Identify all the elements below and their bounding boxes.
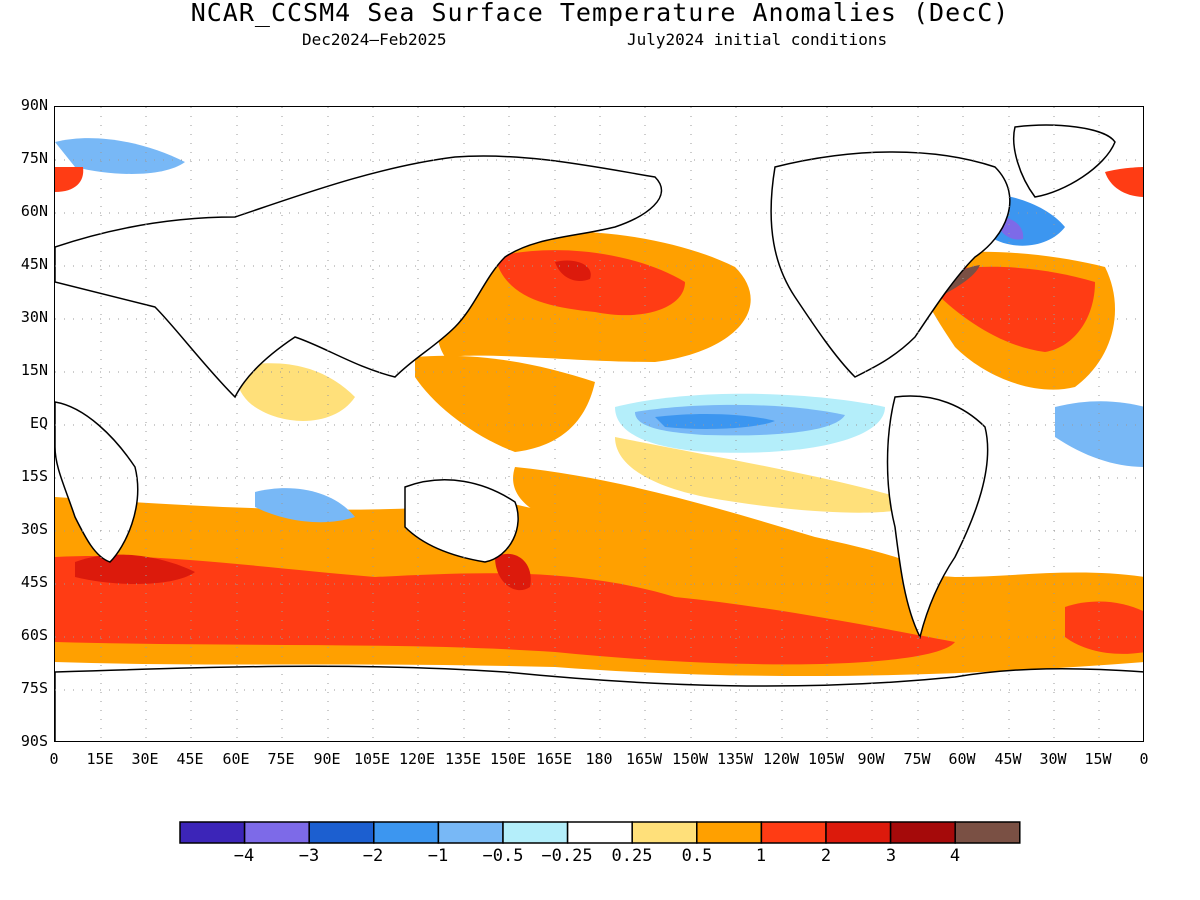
lon-label-135w: 135W (716, 750, 754, 768)
lon-label-75e: 75E (267, 750, 295, 768)
lon-label-180: 180 (585, 750, 613, 768)
south-pacific-warm (513, 467, 935, 577)
eurasia-outline (55, 155, 663, 399)
lon-label-15e: 15E (86, 750, 114, 768)
north-america-outline (770, 151, 1011, 378)
west-pacific-warm (415, 355, 595, 452)
legend-swatch (437, 821, 504, 844)
lon-label-45w: 45W (994, 750, 1022, 768)
coastlines (55, 124, 1143, 741)
sst-anomaly-field (55, 107, 1143, 741)
chart-title: NCAR_CCSM4 Sea Surface Temperature Anoma… (190, 0, 1010, 27)
lon-label-90w: 90W (857, 750, 885, 768)
lat-label-90n: 90N (20, 96, 48, 114)
legend-label: −2 (362, 846, 384, 866)
sst-anomaly-map (54, 106, 1144, 742)
initial-conditions: July2024 initial conditions (627, 30, 888, 49)
lat-label-60s: 60S (20, 626, 48, 644)
indian-ocean-yellow (235, 363, 355, 421)
lon-label-0: 0 (49, 750, 59, 768)
lon-label-165e: 165E (535, 750, 573, 768)
lat-label-60n: 60N (20, 202, 48, 220)
legend-swatch (889, 821, 956, 844)
legend-label: −3 (298, 846, 320, 866)
lat-label-15s: 15S (20, 467, 48, 485)
forecast-period: Dec2024–Feb2025 (302, 30, 447, 49)
lat-label-45n: 45N (20, 255, 48, 273)
legend-bar (179, 821, 1021, 844)
legend-label: 0.5 (681, 846, 713, 866)
legend-label: 1 (755, 846, 767, 866)
legend-label: 3 (885, 846, 897, 866)
greenland-outline (1013, 124, 1116, 198)
indian-ocean-cool (255, 488, 355, 523)
arctic-warm-left (55, 167, 84, 192)
arctic-warm-right (1105, 167, 1143, 197)
legend-swatch (696, 821, 763, 844)
lon-label-30w: 30W (1039, 750, 1067, 768)
legend-swatch (179, 821, 246, 844)
lat-label-90s: 90S (20, 732, 48, 750)
legend-swatch (308, 821, 375, 844)
lat-label-75s: 75S (20, 679, 48, 697)
lat-label-15n: 15N (20, 361, 48, 379)
lon-label-0-east: 0 (1139, 750, 1149, 768)
lat-label-30s: 30S (20, 520, 48, 538)
legend-label: 4 (949, 846, 961, 866)
antarctica-outline (55, 665, 1143, 741)
lon-label-105e: 105E (353, 750, 391, 768)
legend-swatch (954, 821, 1021, 844)
kuroshio-strong-warm (495, 250, 685, 316)
legend-swatch (243, 821, 310, 844)
lon-label-90e: 90E (313, 750, 341, 768)
australia-outline (404, 479, 519, 563)
legend-label: 0.25 (611, 846, 653, 866)
lon-label-60w: 60W (948, 750, 976, 768)
lon-label-45e: 45E (176, 750, 204, 768)
tasman-dark-warm (495, 553, 531, 591)
tropical-atlantic-cool (1055, 401, 1143, 467)
barents-cool (55, 138, 185, 174)
lon-label-105w: 105W (807, 750, 845, 768)
lat-label-eq: EQ (29, 414, 48, 432)
lon-label-75w: 75W (903, 750, 931, 768)
lon-label-60e: 60E (222, 750, 250, 768)
legend-label: 2 (820, 846, 832, 866)
south-atlantic-warm (1065, 601, 1143, 654)
indian-ocean-dark-warm (75, 554, 195, 584)
lat-label-45s: 45S (20, 573, 48, 591)
lon-label-15w: 15W (1084, 750, 1112, 768)
lon-label-120w: 120W (762, 750, 800, 768)
lon-label-30e: 30E (131, 750, 159, 768)
legend-label: −1 (427, 846, 449, 866)
color-legend (179, 821, 1021, 845)
legend-swatch (373, 821, 440, 844)
south-america-outline (886, 395, 989, 640)
lon-label-135e: 135E (444, 750, 482, 768)
lat-label-30n: 30N (20, 308, 48, 326)
legend-label: −0.25 (541, 846, 593, 866)
south-pacific-yellow (615, 437, 915, 513)
legend-swatch (631, 821, 698, 844)
legend-swatch (502, 821, 569, 844)
lon-label-165w: 165W (625, 750, 663, 768)
legend-swatch (566, 821, 633, 844)
north-atlantic-strong-warm (935, 266, 1095, 352)
legend-swatch (760, 821, 827, 844)
legend-swatch (825, 821, 892, 844)
lon-label-150w: 150W (671, 750, 709, 768)
lon-label-150e: 150E (489, 750, 527, 768)
kuroshio-dark-warm (555, 260, 591, 282)
legend-label: −4 (233, 846, 255, 866)
africa-outline (55, 401, 139, 563)
legend-label: −0.5 (482, 846, 524, 866)
lat-label-75n: 75N (20, 149, 48, 167)
lon-label-120e: 120E (398, 750, 436, 768)
